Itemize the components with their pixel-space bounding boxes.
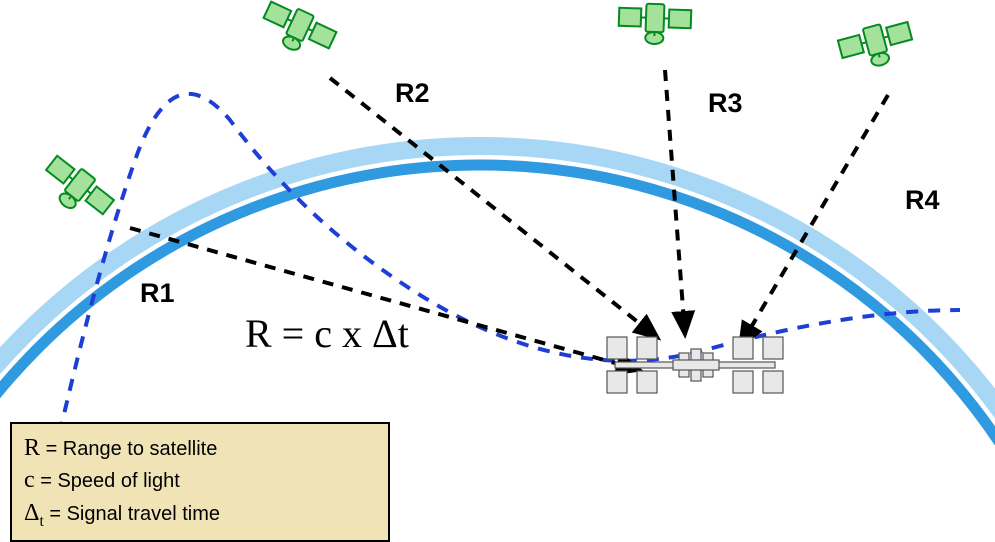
legend-symbol: Δt (24, 500, 44, 526)
legend-row: R = Range to satellite (24, 432, 376, 464)
legend-symbol: c (24, 467, 35, 493)
satellite-icon (256, 0, 338, 64)
range-label: R2 (395, 78, 430, 109)
legend-row: c = Speed of light (24, 464, 376, 496)
space-station-icon (607, 337, 783, 393)
equation-label: R = c x Δt (245, 310, 409, 357)
satellite-icon (837, 17, 917, 74)
signal-line (330, 78, 658, 338)
range-label: R1 (140, 278, 175, 309)
legend-definition: = Signal travel time (44, 503, 220, 525)
legend-symbol: R (24, 435, 40, 461)
satellite-icon (618, 3, 691, 45)
legend-definition: = Speed of light (35, 470, 180, 492)
range-label: R4 (905, 185, 940, 216)
range-label: R3 (708, 88, 743, 119)
legend-row: Δt = Signal travel time (24, 497, 376, 532)
satellite-icon (36, 152, 117, 228)
legend-definition: = Range to satellite (40, 438, 217, 460)
equation-text: R = c x Δt (245, 311, 409, 356)
legend-box: R = Range to satellitec = Speed of light… (10, 422, 390, 542)
